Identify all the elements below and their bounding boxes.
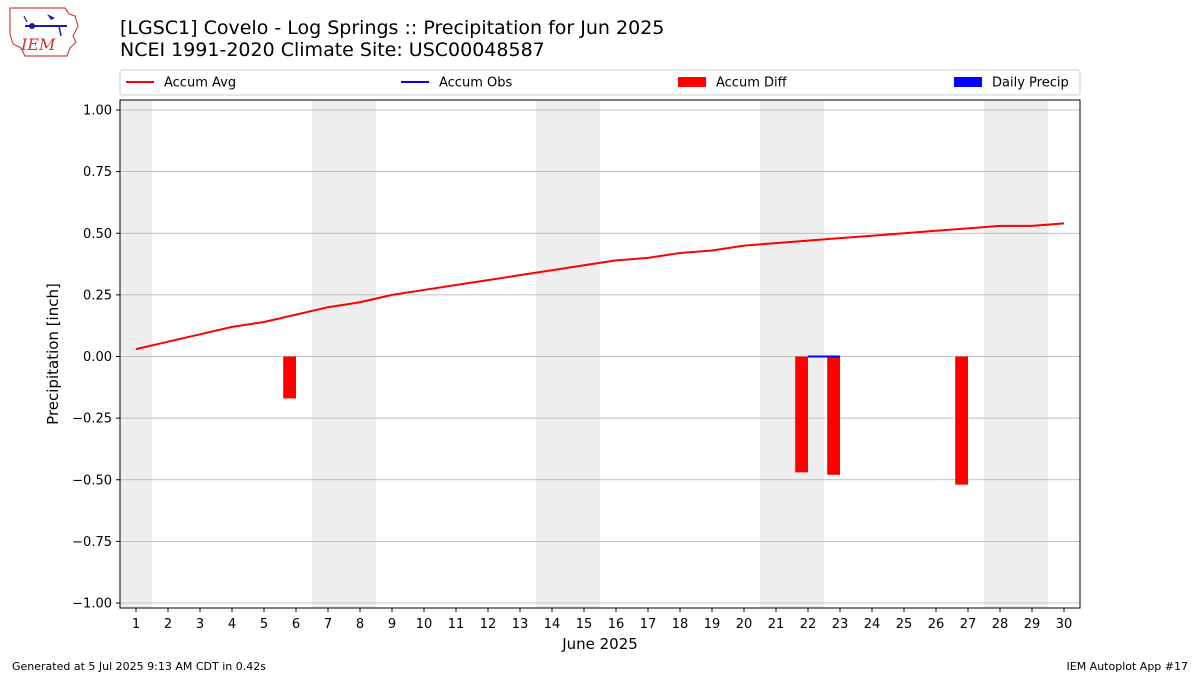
x-tick-label: 20	[736, 617, 753, 632]
series-lines	[135, 222, 1065, 358]
x-tick-label: 18	[672, 617, 689, 632]
chart-subtitle: NCEI 1991-2020 Climate Site: USC00048587	[120, 39, 545, 61]
legend-accum-diff-swatch	[678, 77, 706, 87]
x-tick-label: 21	[768, 617, 785, 632]
weekend-shade-day-8	[344, 100, 376, 608]
x-tick-label: 1	[132, 617, 140, 632]
y-tick-label: −0.25	[72, 412, 112, 427]
x-tick-label: 6	[292, 617, 300, 632]
x-tick-label: 25	[896, 617, 913, 632]
generated-timestamp: Generated at 5 Jul 2025 9:13 AM CDT in 0…	[12, 660, 266, 673]
x-tick-label: 13	[512, 617, 529, 632]
weekend-shade-day-28	[984, 100, 1016, 608]
x-tick-label: 28	[992, 617, 1009, 632]
y-tick-label: 0.25	[83, 288, 112, 303]
y-tick-label: −0.75	[72, 535, 112, 550]
legend-accum-avg-label: Accum Avg	[164, 76, 236, 91]
y-tick-label: 0.75	[83, 165, 112, 180]
accum-diff-bar-day-27	[955, 356, 968, 485]
legend-accum-obs-label: Accum Obs	[439, 76, 512, 91]
y-tick-label: 0.00	[83, 350, 112, 365]
x-tick-label: 24	[864, 617, 881, 632]
x-tick-label: 8	[356, 617, 364, 632]
legend-accum-diff-label: Accum Diff	[716, 76, 788, 91]
app-credit: IEM Autoplot App #17	[1066, 660, 1189, 673]
legend-daily-precip-swatch	[954, 77, 982, 87]
x-tick-label: 14	[544, 617, 561, 632]
y-tick-label: −1.00	[72, 597, 112, 612]
accum-diff-bar-day-23	[827, 356, 840, 475]
weekend-shade-day-29	[1016, 100, 1048, 608]
accum-diff-bar-day-22	[795, 356, 808, 473]
x-tick-label: 7	[324, 617, 332, 632]
x-tick-label: 17	[640, 617, 657, 632]
logo-text: IEM	[20, 35, 56, 54]
x-tick-label: 22	[800, 617, 817, 632]
x-tick-label: 12	[480, 617, 497, 632]
x-tick-label: 26	[928, 617, 945, 632]
y-tick-label: 0.50	[83, 227, 112, 242]
x-tick-label: 4	[228, 617, 236, 632]
accum-avg-line	[135, 222, 1065, 351]
x-axis-label: June 2025	[561, 635, 638, 653]
weekend-shade-day-7	[312, 100, 344, 608]
y-axis-label: Precipitation [inch]	[44, 283, 62, 425]
legend: Accum Avg Accum Obs Accum Diff Daily Precip	[119, 69, 1081, 96]
x-tick-label: 30	[1056, 617, 1073, 632]
weekend-shading	[120, 100, 1048, 608]
x-tick-label: 16	[608, 617, 625, 632]
y-axis-ticks: −1.00 −0.75 −0.50 −0.25 0.00 0.25 0.50 0.75 1.00	[72, 104, 120, 612]
weekend-shade-day-15	[568, 100, 600, 608]
x-tick-label: 15	[576, 617, 593, 632]
x-tick-label: 29	[1024, 617, 1041, 632]
chart-title: [LGSC1] Covelo - Log Springs :: Precipit…	[120, 17, 665, 39]
weekend-shade-day-22	[792, 100, 824, 608]
grid-lines	[120, 109, 1080, 604]
weekend-shade-day-14	[536, 100, 568, 608]
x-tick-label: 19	[704, 617, 721, 632]
x-tick-label: 2	[164, 617, 172, 632]
x-axis-ticks: 1 2 3 4 5 6 7 8 9 10 11 12 13 14 15 16 17 18 19 20 21 22 23 24 2…	[132, 608, 1072, 632]
x-tick-label: 23	[832, 617, 849, 632]
iem-logo-icon: IEM	[9, 7, 79, 57]
accum-diff-bar-day-6	[283, 356, 296, 399]
weekend-shade-day-21	[760, 100, 792, 608]
plot-frame	[119, 99, 1081, 609]
weekend-shade-day-1	[120, 100, 152, 608]
x-tick-label: 10	[416, 617, 433, 632]
x-tick-label: 5	[260, 617, 268, 632]
legend-daily-precip-label: Daily Precip	[992, 76, 1069, 91]
x-tick-label: 9	[388, 617, 396, 632]
x-tick-label: 11	[448, 617, 465, 632]
y-tick-label: −0.50	[72, 473, 112, 488]
x-tick-label: 27	[960, 617, 977, 632]
accum-diff-bars	[283, 356, 968, 485]
y-tick-label: 1.00	[83, 104, 112, 119]
x-tick-label: 3	[196, 617, 204, 632]
legend-frame	[119, 69, 1081, 96]
